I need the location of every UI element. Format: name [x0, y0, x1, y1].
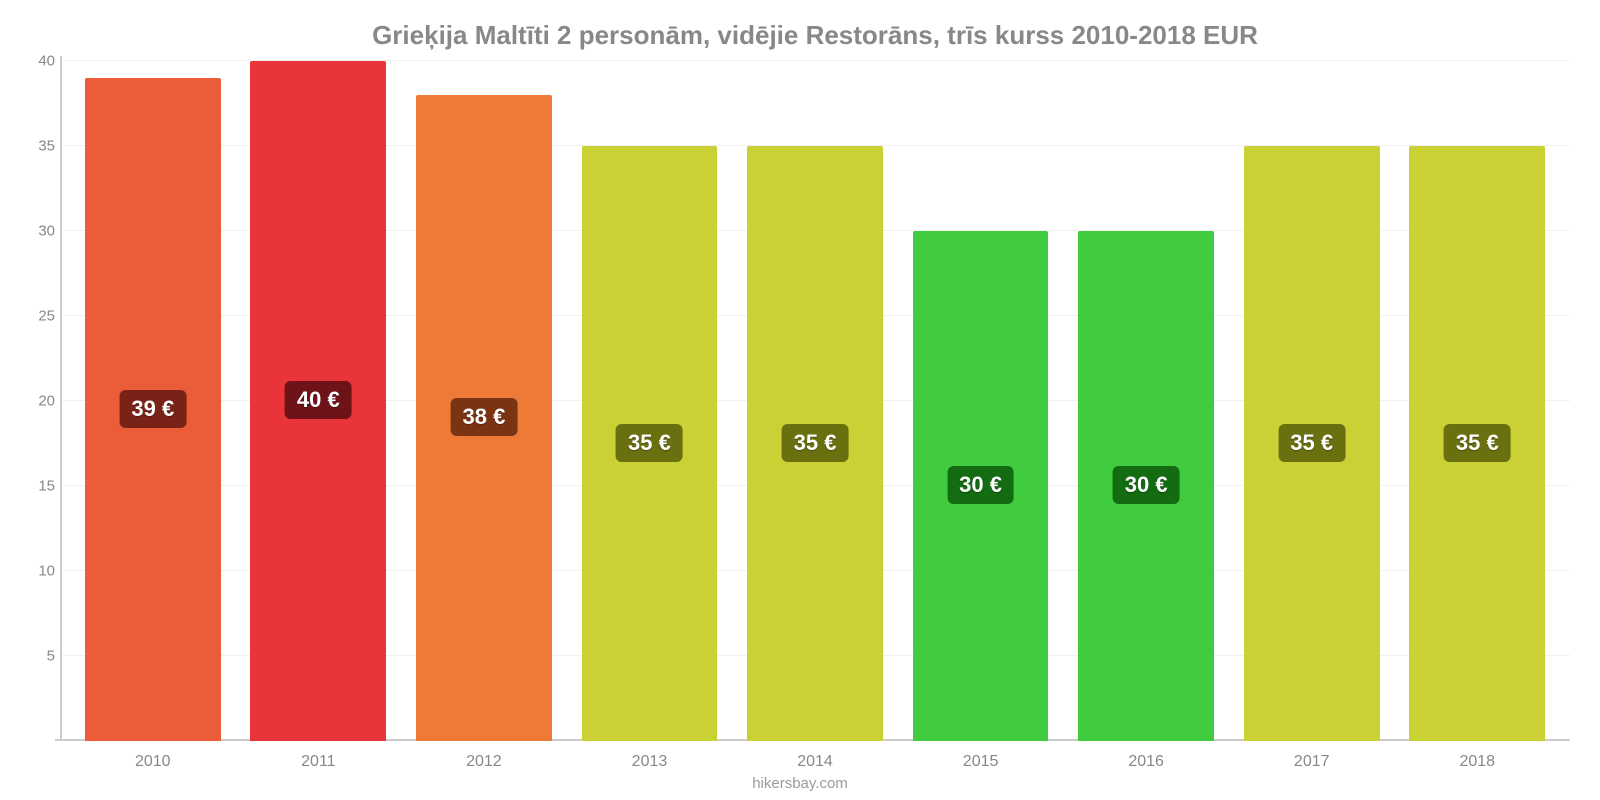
x-axis: 201020112012201320142015201620172018	[60, 753, 1570, 771]
y-tick-label: 35	[15, 138, 55, 155]
bar: 40 €	[250, 61, 386, 741]
x-tick-label: 2016	[1063, 753, 1229, 771]
y-tick-label: 30	[15, 223, 55, 240]
value-badge: 35 €	[1444, 424, 1511, 462]
value-badge: 35 €	[616, 424, 683, 462]
bar-slot: 35 €	[1229, 61, 1395, 741]
x-tick-label: 2018	[1395, 753, 1561, 771]
bar-slot: 35 €	[732, 61, 898, 741]
y-tick-label: 20	[15, 393, 55, 410]
bar: 30 €	[913, 231, 1049, 741]
y-tick-label: 40	[15, 53, 55, 70]
x-tick-label: 2017	[1229, 753, 1395, 771]
value-badge: 35 €	[782, 424, 849, 462]
x-tick-label: 2011	[236, 753, 402, 771]
x-tick-label: 2012	[401, 753, 567, 771]
bar-slot: 39 €	[70, 61, 236, 741]
x-tick-label: 2015	[898, 753, 1064, 771]
bar-slot: 35 €	[1395, 61, 1561, 741]
chart-container: Grieķija Maltīti 2 personām, vidējie Res…	[0, 0, 1600, 800]
value-badge: 40 €	[285, 381, 352, 419]
value-badge: 39 €	[119, 390, 186, 428]
bar: 35 €	[1244, 146, 1380, 741]
plot-area: 510152025303540 39 €40 €38 €35 €35 €30 €…	[60, 61, 1570, 741]
y-tick-label: 10	[15, 563, 55, 580]
bar-slot: 40 €	[236, 61, 402, 741]
value-badge: 35 €	[1278, 424, 1345, 462]
bar: 30 €	[1078, 231, 1214, 741]
y-tick-label: 25	[15, 308, 55, 325]
bar-slot: 38 €	[401, 61, 567, 741]
y-axis: 510152025303540	[15, 61, 55, 741]
bar: 35 €	[582, 146, 718, 741]
y-tick-label: 5	[15, 648, 55, 665]
value-badge: 30 €	[1113, 466, 1180, 504]
bars-area: 39 € 40 € 38 € 35 € 35 € 30 € 30 € 35 € 35 €	[60, 61, 1570, 741]
value-badge: 30 €	[947, 466, 1014, 504]
bar-slot: 30 €	[898, 61, 1064, 741]
x-tick-label: 2014	[732, 753, 898, 771]
x-tick-label: 2010	[70, 753, 236, 771]
bar: 38 €	[416, 95, 552, 741]
chart-title: Grieķija Maltīti 2 personām, vidējie Res…	[60, 20, 1570, 51]
bar: 39 €	[85, 78, 221, 741]
y-tick-label: 15	[15, 478, 55, 495]
x-tick-label: 2013	[567, 753, 733, 771]
bar-slot: 30 €	[1063, 61, 1229, 741]
bar: 35 €	[747, 146, 883, 741]
attribution: hikersbay.com	[0, 775, 1600, 792]
bar: 35 €	[1409, 146, 1545, 741]
bar-slot: 35 €	[567, 61, 733, 741]
value-badge: 38 €	[450, 398, 517, 436]
